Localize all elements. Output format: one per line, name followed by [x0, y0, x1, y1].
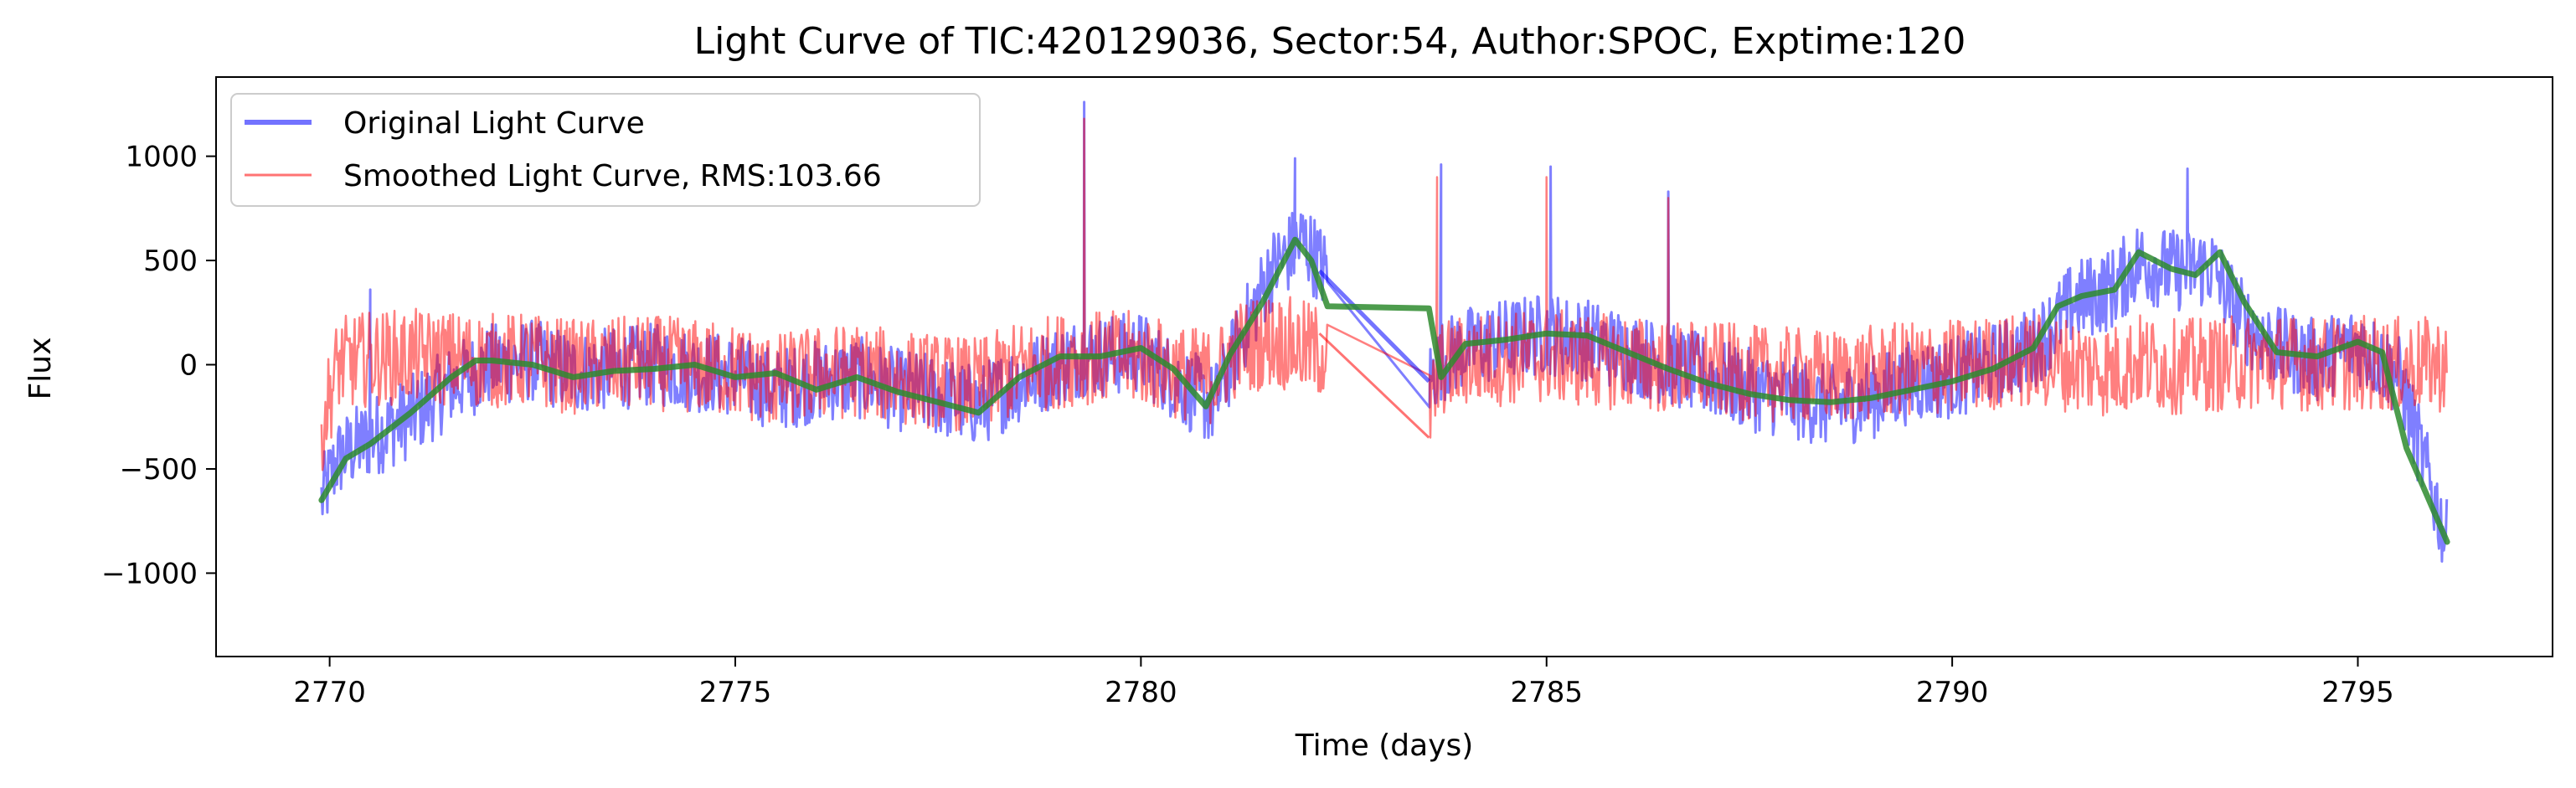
legend-label-smoothed: Smoothed Light Curve, RMS:103.66 — [343, 159, 882, 193]
x-tick-label: 2770 — [293, 676, 366, 709]
legend: Original Light Curve Smoothed Light Curv… — [230, 93, 981, 207]
series-smoothed-light-curve — [320, 117, 2448, 471]
series-original-gap-connector — [1317, 269, 1431, 384]
y-tick-label: −500 — [120, 453, 198, 487]
y-tick-label: −1000 — [101, 557, 198, 590]
y-tick-label: 500 — [143, 245, 198, 278]
x-axis-label: Time (days) — [1295, 729, 1474, 763]
plot-frame — [215, 76, 2553, 657]
x-tick-label: 2795 — [2321, 676, 2394, 709]
legend-label-original: Original Light Curve — [343, 106, 645, 141]
x-axis: 2770 2775 2780 2785 2790 2795 — [293, 657, 2394, 709]
x-tick-label: 2790 — [1916, 676, 1989, 709]
y-axis: −1000 −500 0 500 1000 — [101, 141, 216, 590]
x-tick-label: 2780 — [1105, 676, 1177, 709]
series-trend-line — [318, 236, 2450, 545]
x-tick-label: 2785 — [1510, 676, 1583, 709]
y-tick-label: 1000 — [125, 141, 198, 174]
y-axis-label: Flux — [23, 337, 58, 400]
y-tick-label: 0 — [179, 349, 198, 383]
x-tick-label: 2775 — [699, 676, 772, 709]
legend-box — [230, 93, 981, 207]
series-smoothed-gap-connector — [1318, 332, 1430, 439]
series-layer — [318, 100, 2450, 563]
chart-title: Light Curve of TIC:420129036, Sector:54,… — [694, 20, 1966, 63]
